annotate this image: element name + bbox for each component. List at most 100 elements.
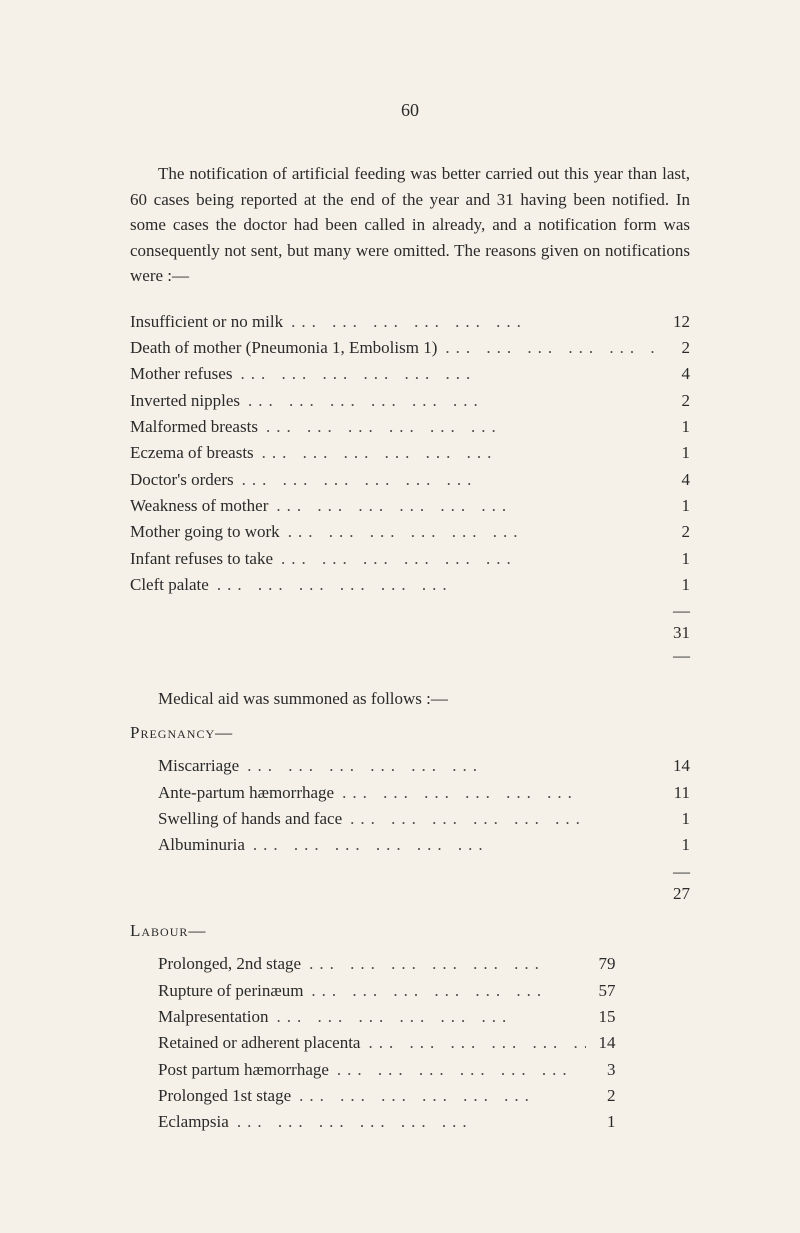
list-item: Mother going to work ... ... ... ... ...…: [130, 519, 690, 545]
list-item: Prolonged, 2nd stage ... ... ... ... ...…: [158, 951, 616, 977]
reasons-list: Insufficient or no milk ... ... ... ... …: [130, 309, 690, 599]
list-item: Insufficient or no milk ... ... ... ... …: [130, 309, 690, 335]
list-item: Miscarriage ... ... ... ... ... ... 14: [158, 753, 690, 779]
total-rule: —: [130, 647, 690, 666]
list-label: Prolonged 1st stage: [158, 1083, 291, 1109]
list-item: Cleft palate ... ... ... ... ... ... 1: [130, 572, 690, 598]
list-value: 79: [586, 951, 616, 977]
list-value: 15: [586, 1004, 616, 1030]
list-label: Death of mother (Pneumonia 1, Embolism 1…: [130, 335, 437, 361]
list-value: 1: [660, 493, 690, 519]
leader-dots: ... ... ... ... ... ...: [229, 1109, 586, 1135]
list-value: 1: [586, 1109, 616, 1135]
list-value: 14: [660, 753, 690, 779]
list-value: 12: [660, 309, 690, 335]
leader-dots: ... ... ... ... ... ...: [280, 519, 660, 545]
list-item: Death of mother (Pneumonia 1, Embolism 1…: [130, 335, 690, 361]
leader-dots: ... ... ... ... ... ...: [245, 832, 660, 858]
list-label: Retained or adherent placenta: [158, 1030, 360, 1056]
list-value: 14: [586, 1030, 616, 1056]
list-label: Inverted nipples: [130, 388, 240, 414]
intro-paragraph: The notification of artificial feeding w…: [130, 161, 690, 289]
labour-list: Prolonged, 2nd stage ... ... ... ... ...…: [158, 951, 690, 1135]
list-item: Weakness of mother ... ... ... ... ... .…: [130, 493, 690, 519]
list-value: 1: [660, 832, 690, 858]
leader-dots: ... ... ... ... ... ...: [234, 467, 660, 493]
list-item: Retained or adherent placenta ... ... ..…: [158, 1030, 616, 1056]
list-item: Doctor's orders ... ... ... ... ... ... …: [130, 467, 690, 493]
list-item: Prolonged 1st stage ... ... ... ... ... …: [158, 1083, 616, 1109]
leader-dots: ... ... ... ... ... ...: [301, 951, 585, 977]
list-value: 57: [586, 978, 616, 1004]
list-value: 1: [660, 414, 690, 440]
list-value: 11: [660, 780, 690, 806]
list-label: Swelling of hands and face: [158, 806, 342, 832]
pregnancy-title: Pregnancy—: [130, 723, 690, 743]
list-value: 3: [586, 1057, 616, 1083]
pregnancy-total: 27: [130, 882, 690, 906]
leader-dots: ... ... ... ... ... ...: [209, 572, 660, 598]
labour-title: Labour—: [130, 921, 690, 941]
list-label: Rupture of perinæum: [158, 978, 303, 1004]
list-value: 1: [660, 440, 690, 466]
leader-dots: ... ... ... ... ... ...: [360, 1030, 585, 1056]
list-label: Post partum hæmorrhage: [158, 1057, 329, 1083]
leader-dots: ... ... ... ... ... ...: [303, 978, 585, 1004]
list-label: Miscarriage: [158, 753, 239, 779]
list-label: Insufficient or no milk: [130, 309, 283, 335]
list-label: Albuminuria: [158, 832, 245, 858]
list-label: Eclampsia: [158, 1109, 229, 1135]
list-label: Weakness of mother: [130, 493, 268, 519]
leader-dots: ... ... ... ... ... ...: [329, 1057, 586, 1083]
list-item: Swelling of hands and face ... ... ... .…: [158, 806, 690, 832]
list-item: Eclampsia ... ... ... ... ... ... 1: [158, 1109, 616, 1135]
list-label: Malformed breasts: [130, 414, 258, 440]
list-value: 2: [660, 388, 690, 414]
total-rule: —: [130, 863, 690, 882]
list-item: Ante-partum hæmorrhage ... ... ... ... .…: [158, 780, 690, 806]
list-item: Mother refuses ... ... ... ... ... ... 4: [130, 361, 690, 387]
list-label: Doctor's orders: [130, 467, 234, 493]
leader-dots: ... ... ... ... ... ...: [268, 1004, 585, 1030]
list-value: 2: [586, 1083, 616, 1109]
list-label: Cleft palate: [130, 572, 209, 598]
leader-dots: ... ... ... ... ... ...: [268, 493, 660, 519]
pregnancy-list: Miscarriage ... ... ... ... ... ... 14 A…: [158, 753, 690, 858]
list-label: Mother going to work: [130, 519, 280, 545]
list-label: Infant refuses to take: [130, 546, 273, 572]
list-value: 2: [660, 335, 690, 361]
list-item: Infant refuses to take ... ... ... ... .…: [130, 546, 690, 572]
list-item: Malformed breasts ... ... ... ... ... ..…: [130, 414, 690, 440]
leader-dots: ... ... ... ... ... ...: [273, 546, 660, 572]
leader-dots: ... ... ... ... ... ...: [254, 440, 660, 466]
list-item: Rupture of perinæum ... ... ... ... ... …: [158, 978, 616, 1004]
leader-dots: ... ... ... ... ... ...: [334, 780, 660, 806]
list-item: Eczema of breasts ... ... ... ... ... ..…: [130, 440, 690, 466]
leader-dots: ... ... ... ... ... ...: [232, 361, 660, 387]
leader-dots: ... ... ... ... ... ...: [283, 309, 660, 335]
reasons-total-block: — 31 —: [130, 602, 690, 665]
leader-dots: ... ... ... ... ... ...: [239, 753, 660, 779]
list-label: Ante-partum hæmorrhage: [158, 780, 334, 806]
list-label: Eczema of breasts: [130, 440, 254, 466]
list-value: 2: [660, 519, 690, 545]
reasons-total: 31: [130, 621, 690, 645]
list-item: Post partum hæmorrhage ... ... ... ... .…: [158, 1057, 616, 1083]
leader-dots: ... ... ... ... ... ...: [240, 388, 660, 414]
list-value: 4: [660, 467, 690, 493]
leader-dots: ... ... ... ... ... ...: [258, 414, 660, 440]
list-value: 1: [660, 572, 690, 598]
list-item: Albuminuria ... ... ... ... ... ... 1: [158, 832, 690, 858]
list-label: Prolonged, 2nd stage: [158, 951, 301, 977]
medical-aid-heading: Medical aid was summoned as follows :—: [130, 689, 690, 709]
leader-dots: ... ... ... ... ... ...: [342, 806, 660, 832]
total-rule: —: [130, 602, 690, 621]
list-label: Malpresentation: [158, 1004, 268, 1030]
list-item: Inverted nipples ... ... ... ... ... ...…: [130, 388, 690, 414]
page-number: 60: [130, 100, 690, 121]
leader-dots: ... ... ... ... ... ...: [437, 335, 660, 361]
list-value: 1: [660, 546, 690, 572]
list-item: Malpresentation ... ... ... ... ... ... …: [158, 1004, 616, 1030]
leader-dots: ... ... ... ... ... ...: [291, 1083, 585, 1109]
list-label: Mother refuses: [130, 361, 232, 387]
